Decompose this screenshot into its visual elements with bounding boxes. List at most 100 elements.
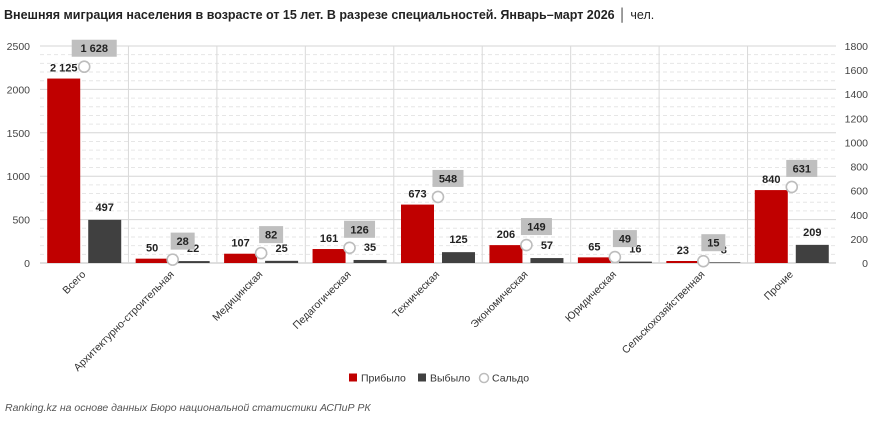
left-tick-label: 0 (24, 258, 30, 270)
right-tick-label: 200 (850, 234, 868, 246)
legend: Прибыло Выбыло Сальдо (349, 373, 529, 385)
legend-departed-label: Выбыло (430, 373, 470, 385)
bar-arrived (312, 249, 346, 263)
saldo-label: 548 (439, 173, 457, 185)
bar-arrived (666, 261, 700, 263)
saldo-point (520, 238, 533, 252)
category-label: Прочие (762, 269, 796, 303)
legend-arrived-label: Прибыло (361, 373, 406, 385)
left-tick-label: 1000 (7, 171, 31, 183)
saldo-label: 28 (177, 236, 189, 248)
right-axis-ticks: 0 200 400 600 800 1000 1200 1400 1600 1800 (845, 41, 869, 270)
saldo-label: 149 (527, 222, 545, 234)
saldo-points: 1 628 28 82 126 548 149 49 15 631 (71, 39, 818, 268)
right-tick-label: 1200 (845, 113, 869, 125)
saldo-label-box (786, 159, 818, 177)
bar-arrived-label: 65 (588, 241, 600, 253)
saldo-label: 1 628 (80, 43, 108, 55)
bar-departed (530, 258, 564, 263)
right-tick-label: 600 (850, 186, 868, 198)
bar-arrived-label: 50 (146, 243, 158, 255)
saldo-label-box (170, 232, 195, 250)
bar-arrived-label: 206 (497, 229, 515, 241)
bars: 2 12549750221072516135673125206576516238… (47, 63, 829, 263)
bar-arrived (135, 258, 169, 263)
legend-departed-swatch (418, 373, 426, 382)
saldo-label: 82 (265, 230, 277, 242)
saldo-point (77, 60, 91, 74)
bar-arrived (47, 78, 81, 263)
right-tick-label: 1400 (845, 89, 869, 101)
chart-title: Внешняя миграция населения в возрасте от… (4, 8, 615, 22)
title-separator: │ (618, 8, 627, 22)
saldo-label-box (71, 39, 117, 57)
bar-arrived-label: 107 (231, 238, 249, 250)
left-tick-label: 2500 (7, 41, 31, 53)
bar-departed-label: 125 (449, 234, 467, 246)
bar-departed-label: 209 (803, 227, 821, 239)
bar-arrived (224, 253, 258, 263)
chart-title-row: Внешняя миграция населения в возрасте от… (4, 8, 654, 22)
category-label: Техническая (390, 269, 442, 321)
saldo-point (343, 241, 356, 255)
bar-arrived (489, 245, 523, 263)
source-note: Ranking.kz на основе данных Бюро национа… (5, 402, 371, 414)
category-label: Педагогическая (291, 269, 354, 332)
bar-arrived-label: 23 (677, 245, 689, 257)
right-tick-label: 800 (850, 162, 868, 174)
bar-departed (618, 261, 652, 263)
bar-arrived-label: 840 (762, 174, 780, 186)
saldo-point (697, 254, 710, 268)
category-label: Сельскохозяйственная (620, 269, 708, 357)
saldo-label-box (701, 234, 726, 252)
bar-departed (442, 252, 475, 263)
bar-arrived-label: 161 (320, 233, 338, 245)
bar-departed-label: 25 (275, 243, 287, 255)
saldo-label-box (612, 230, 637, 248)
gridlines (40, 45, 836, 264)
bar-arrived-label: 2 125 (50, 63, 78, 75)
bar-arrived (754, 190, 788, 263)
right-tick-label: 400 (850, 210, 868, 222)
bar-departed (795, 244, 829, 263)
right-tick-label: 1000 (845, 137, 869, 149)
saldo-point (608, 250, 622, 264)
left-tick-label: 2000 (7, 84, 31, 96)
chart-unit: чел. (630, 8, 655, 22)
category-label: Всего (60, 269, 88, 297)
left-tick-label: 500 (12, 215, 30, 227)
bar-departed (265, 260, 299, 263)
category-label: Юридическая (563, 269, 619, 325)
saldo-label-box (344, 220, 376, 238)
saldo-label: 15 (707, 238, 719, 250)
saldo-label-box (520, 218, 552, 236)
legend-saldo-label: Сальдо (492, 373, 529, 385)
right-tick-label: 1800 (845, 41, 869, 53)
bar-arrived (577, 257, 611, 263)
category-label: Архитектурно-строительная (72, 269, 177, 374)
bar-arrived (401, 204, 434, 263)
bar-departed-label: 57 (541, 240, 553, 252)
bar-departed (176, 261, 210, 263)
bar-departed-label: 35 (364, 242, 376, 254)
category-label: Медицинская (210, 269, 265, 324)
legend-saldo-marker (478, 372, 490, 384)
legend-arrived-swatch (349, 373, 357, 382)
saldo-point (785, 180, 799, 194)
right-tick-label: 1600 (845, 65, 869, 77)
saldo-label: 126 (350, 224, 368, 236)
left-tick-label: 1500 (7, 128, 31, 140)
bar-arrived-label: 673 (408, 189, 426, 201)
saldo-label: 631 (793, 163, 811, 175)
saldo-label: 49 (619, 234, 631, 246)
saldo-point (254, 246, 268, 260)
bar-departed-label: 497 (96, 202, 114, 214)
saldo-label-box (432, 169, 464, 187)
bar-departed (88, 219, 122, 263)
left-axis-ticks: 0 500 1000 1500 2000 2500 (7, 41, 31, 270)
bar-departed (707, 262, 741, 263)
right-tick-label: 0 (862, 258, 868, 270)
category-label: Экономическая (469, 269, 531, 331)
